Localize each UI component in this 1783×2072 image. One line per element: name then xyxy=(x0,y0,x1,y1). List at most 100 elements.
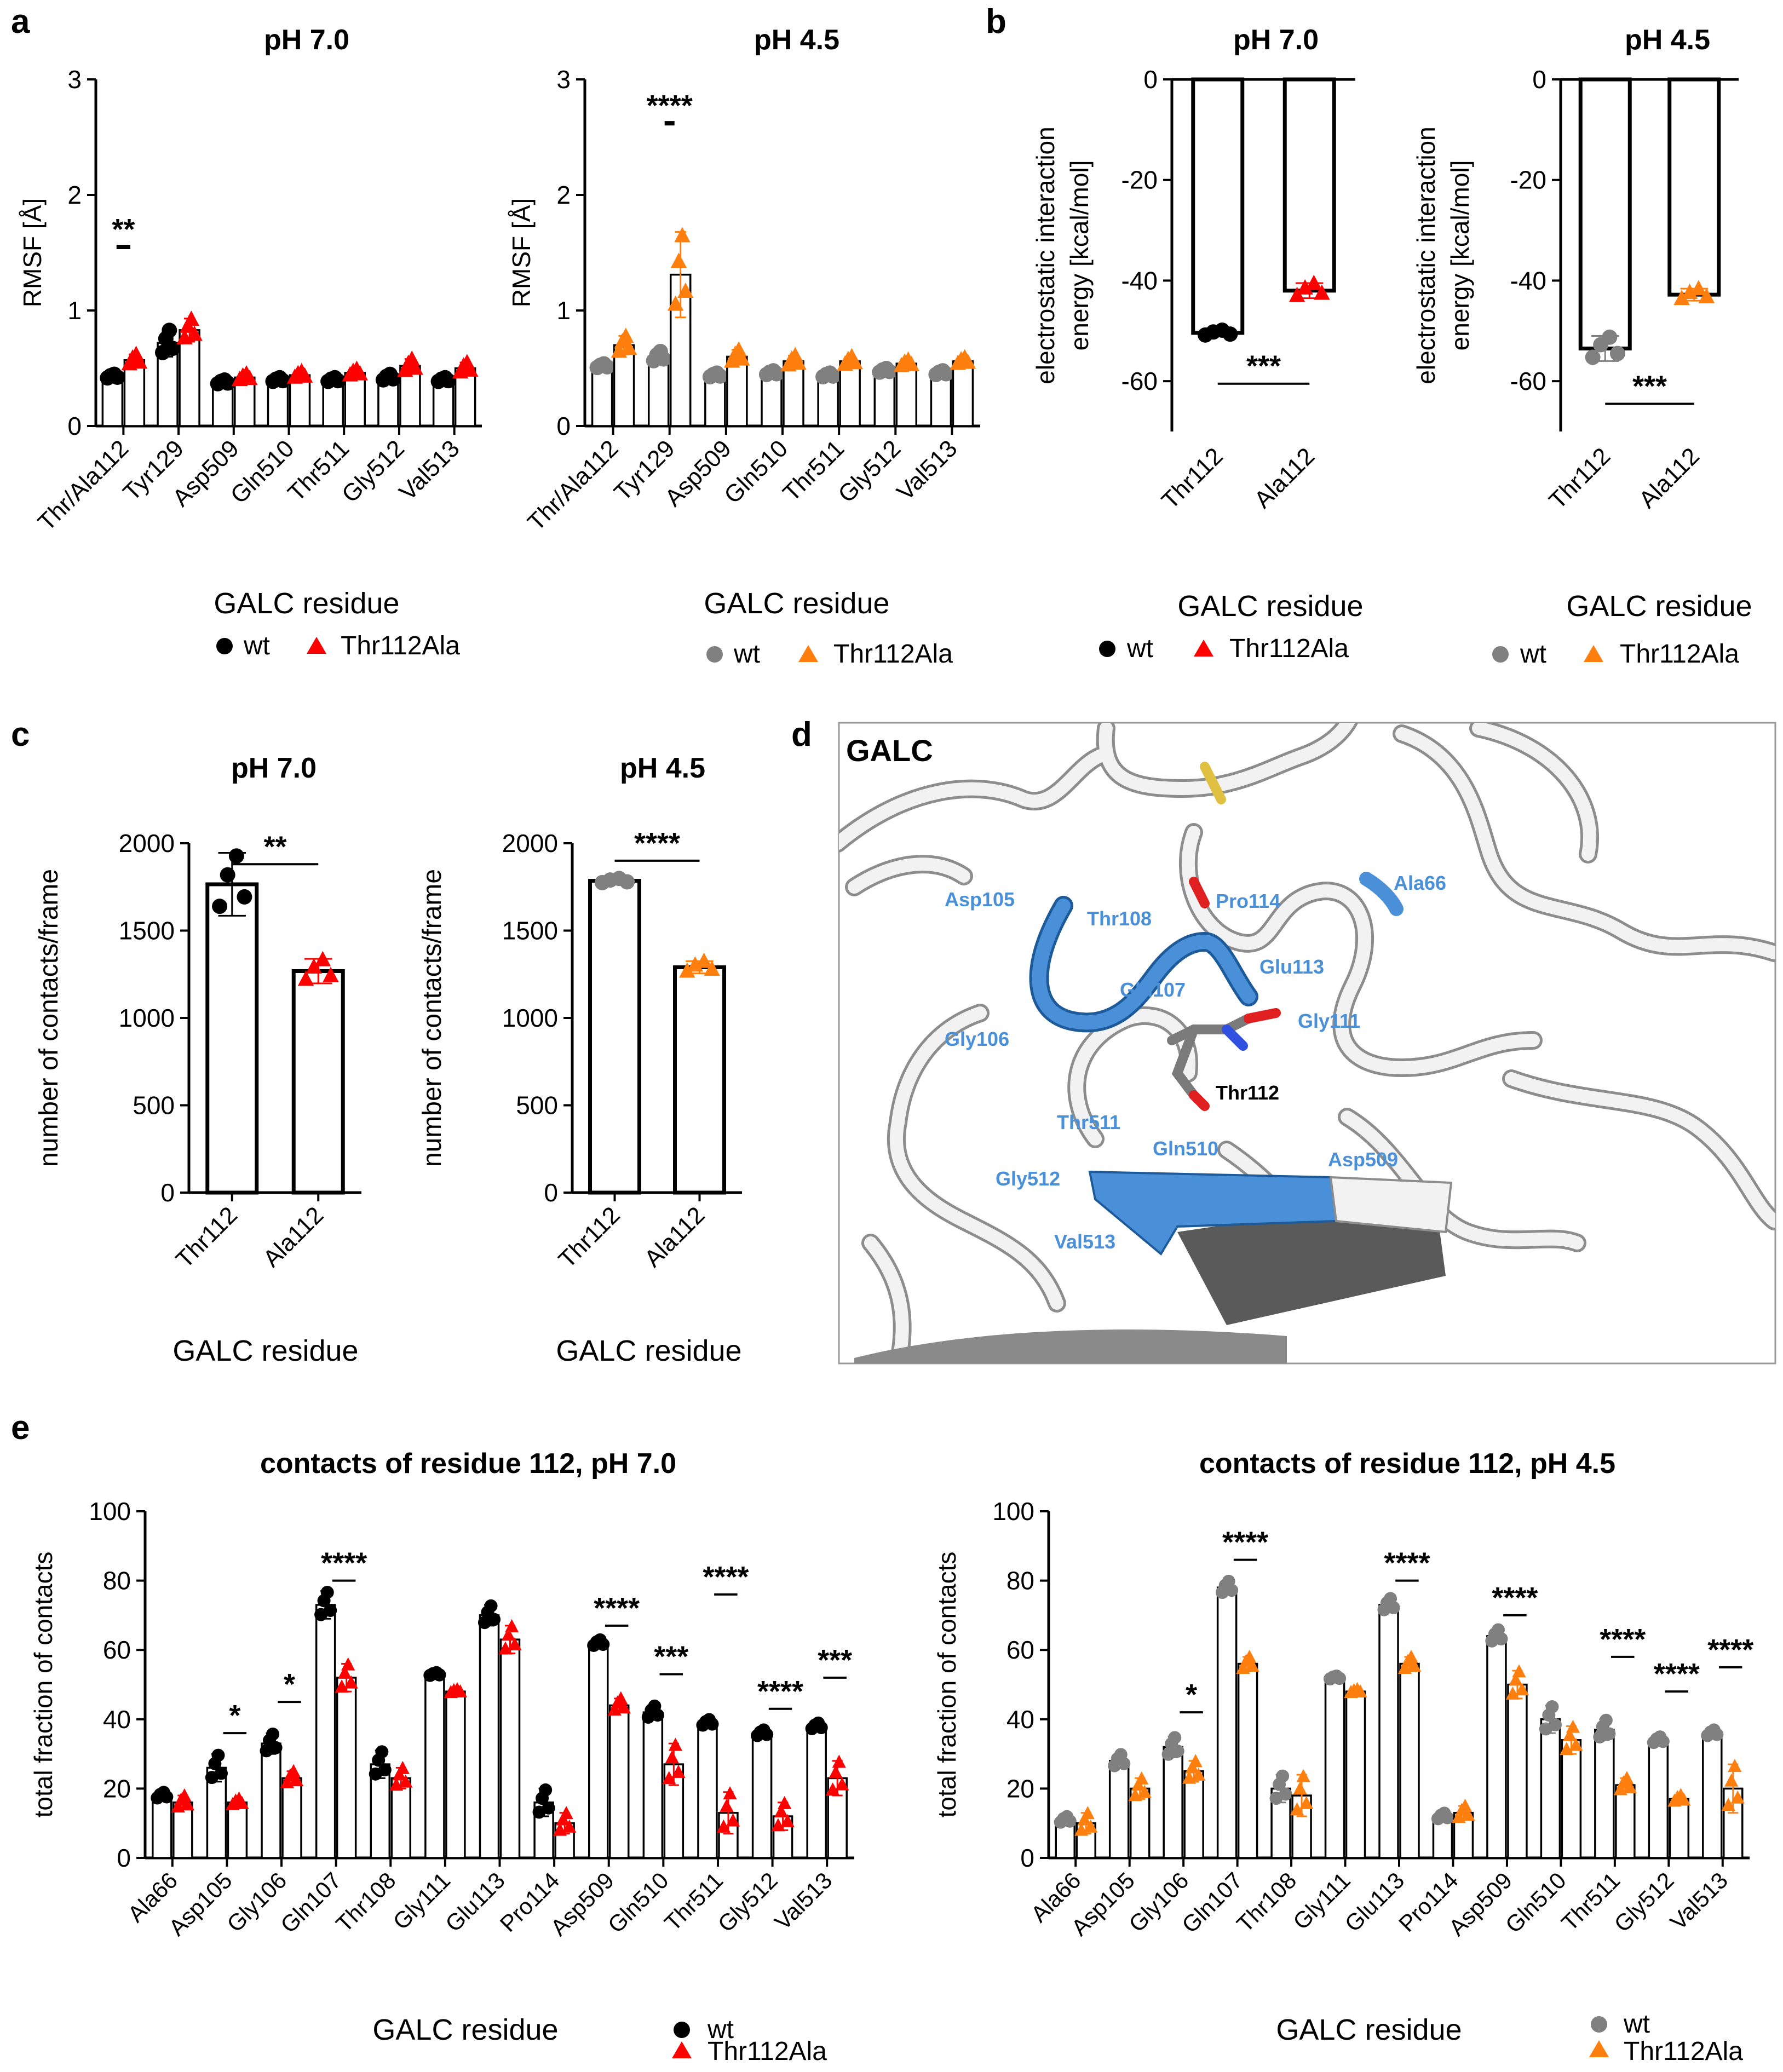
data-point xyxy=(1297,279,1313,295)
x-tick-label: Ala112 xyxy=(1249,442,1320,513)
bar xyxy=(344,372,366,427)
bar xyxy=(806,1725,827,1859)
data-point xyxy=(726,1813,740,1827)
bar xyxy=(591,365,613,427)
residue-label: Gly111 xyxy=(1298,1010,1360,1032)
significance-label: *** xyxy=(654,1641,688,1673)
x-tick-label: Gly512 xyxy=(833,435,906,508)
data-point xyxy=(1602,1727,1616,1741)
chart-title: pH 7.0 xyxy=(264,24,349,56)
y-tick-label: 0 xyxy=(556,412,571,440)
y-axis-label: energy [kcal/mol] xyxy=(1446,160,1474,351)
data-point xyxy=(1205,324,1221,340)
panel-label-d: d xyxy=(791,716,812,753)
y-tick-label: 2 xyxy=(67,181,82,209)
data-point xyxy=(186,325,203,341)
x-tick-label: Thr112 xyxy=(554,1201,625,1273)
significance-label: **** xyxy=(1654,1657,1700,1690)
bar xyxy=(499,1638,521,1859)
data-point xyxy=(1710,1728,1724,1741)
data-point xyxy=(599,359,615,375)
data-point xyxy=(655,351,671,367)
data-point xyxy=(665,1750,679,1764)
x-tick-label: Thr112 xyxy=(171,1201,243,1273)
data-point xyxy=(174,1792,188,1806)
significance-label: **** xyxy=(1384,1547,1430,1580)
x-axis-label: GALC residue xyxy=(372,2013,558,2046)
panel-label-e: e xyxy=(11,1409,30,1447)
data-point xyxy=(275,373,291,389)
bar xyxy=(1324,1677,1345,1859)
data-point xyxy=(712,368,728,384)
legend-wt-marker xyxy=(1591,2016,1607,2033)
chart-electrostatic-ph45: pH 4.5 0 -20 -40 -60 electrostatic interactio… xyxy=(1412,24,1752,623)
data-point xyxy=(317,1594,331,1608)
data-point xyxy=(487,1613,501,1626)
y-tick-label: 500 xyxy=(133,1091,175,1120)
data-point xyxy=(269,1741,283,1754)
chart-title: contacts of residue 112, pH 7.0 xyxy=(260,1448,676,1480)
bar xyxy=(1486,1635,1507,1859)
y-tick-label: 1500 xyxy=(502,917,558,945)
data-point xyxy=(501,1627,516,1641)
legend-mut-marker xyxy=(798,645,818,662)
bar xyxy=(1648,1739,1669,1859)
bar xyxy=(952,360,974,427)
data-point xyxy=(1225,1584,1239,1597)
data-point xyxy=(959,353,976,369)
significance-label: **** xyxy=(1492,1581,1538,1614)
legend-a1: wt Thr112Ala xyxy=(216,631,460,660)
data-point xyxy=(814,1720,828,1734)
legend-wt-marker xyxy=(1492,646,1509,663)
bar xyxy=(1183,1770,1204,1859)
data-point xyxy=(760,1728,774,1741)
y-tick-label: 0 xyxy=(1143,65,1158,94)
y-axis-label: energy [kcal/mol] xyxy=(1065,160,1094,351)
x-tick-label: Thr511 xyxy=(1556,1867,1625,1936)
residue-label: Gln107 xyxy=(1120,979,1186,1001)
bar xyxy=(179,329,200,427)
panel-label-b: b xyxy=(986,3,1006,41)
y-tick-label: 100 xyxy=(992,1497,1034,1526)
data-point xyxy=(832,1754,846,1768)
bar xyxy=(608,1704,630,1859)
data-point xyxy=(938,366,954,382)
y-tick-label: 40 xyxy=(1006,1705,1034,1734)
data-point xyxy=(617,1700,631,1714)
residue-label: Thr511 xyxy=(1057,1111,1120,1133)
legend-mut-label: Thr112Ala xyxy=(1620,640,1739,669)
data-point xyxy=(462,361,479,377)
data-point xyxy=(1077,1812,1091,1826)
bar xyxy=(642,1711,664,1859)
y-tick-label: -20 xyxy=(1121,166,1158,194)
data-point xyxy=(620,339,637,355)
data-point xyxy=(399,1774,413,1788)
x-tick-label: Thr112 xyxy=(1544,442,1615,514)
bar xyxy=(673,965,726,1195)
bar xyxy=(281,1777,302,1859)
y-tick-label: 3 xyxy=(556,65,571,94)
data-point xyxy=(556,1812,570,1826)
data-point xyxy=(324,1604,337,1618)
residue-label: Pro114 xyxy=(1216,890,1280,912)
data-point xyxy=(903,355,920,371)
data-point xyxy=(1569,1737,1583,1751)
chart-rmsf-ph45: pH 4.5 0 1 2 3 RMSF [Å] GALC residue Thr/Ala112… xyxy=(507,24,980,620)
data-point xyxy=(542,1801,555,1815)
residue-label: Thr112 xyxy=(1216,1081,1279,1104)
data-point xyxy=(208,1757,222,1770)
x-tick-label: Thr/Ala112 xyxy=(522,435,624,536)
data-point xyxy=(1542,1708,1556,1722)
data-point xyxy=(508,1637,522,1650)
significance-label: *** xyxy=(1246,350,1281,383)
bar xyxy=(424,1673,445,1859)
y-tick-label: -20 xyxy=(1510,166,1546,194)
data-point xyxy=(283,1768,297,1782)
x-tick-label: Gln510 xyxy=(603,1867,674,1938)
x-tick-label: Thr511 xyxy=(659,1867,728,1936)
y-axis-label: RMSF [Å] xyxy=(507,198,536,307)
bar xyxy=(1702,1732,1723,1859)
data-point xyxy=(1171,1745,1184,1758)
y-tick-label: 0 xyxy=(1020,1844,1034,1872)
